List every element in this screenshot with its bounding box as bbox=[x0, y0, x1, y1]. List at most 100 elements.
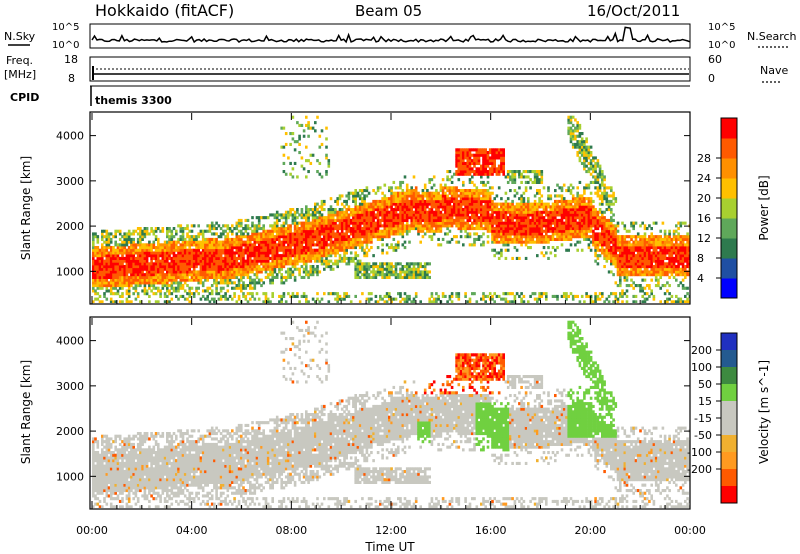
power-cell bbox=[493, 218, 496, 222]
power-cell bbox=[430, 197, 434, 201]
power-cell bbox=[152, 229, 156, 233]
power-cell bbox=[253, 267, 257, 271]
power-cell bbox=[179, 237, 183, 241]
power-cell bbox=[331, 251, 335, 255]
power-cell bbox=[428, 270, 431, 274]
power-cell bbox=[284, 278, 288, 282]
power-cell bbox=[571, 194, 575, 198]
power-cell bbox=[336, 240, 339, 244]
power-cell bbox=[500, 153, 503, 157]
power-cell bbox=[455, 189, 458, 193]
power-cell bbox=[488, 208, 492, 212]
power-cell bbox=[300, 235, 304, 239]
power-cell bbox=[331, 262, 335, 266]
power-cell bbox=[486, 210, 490, 214]
power-cell bbox=[437, 199, 440, 203]
power-cell bbox=[405, 194, 409, 198]
power-cell bbox=[302, 129, 306, 133]
power-heatmap bbox=[92, 115, 690, 303]
power-cell bbox=[446, 232, 449, 236]
power-cell bbox=[244, 240, 248, 244]
power-cell bbox=[547, 229, 550, 233]
power-cell bbox=[121, 235, 124, 239]
power-cell bbox=[300, 265, 304, 269]
power-cell bbox=[282, 221, 286, 225]
power-cell bbox=[226, 275, 230, 279]
power-cell bbox=[134, 246, 138, 250]
power-cell bbox=[488, 151, 492, 155]
power-cell bbox=[118, 267, 122, 271]
power-cell bbox=[94, 267, 97, 271]
power-cell bbox=[123, 281, 126, 285]
power-cell bbox=[228, 278, 232, 282]
power-cell bbox=[394, 265, 398, 269]
power-cell bbox=[356, 243, 360, 247]
power-cell bbox=[376, 246, 380, 250]
power-cell bbox=[358, 221, 362, 225]
power-cell bbox=[457, 172, 461, 176]
power-cell bbox=[567, 218, 570, 222]
power-cell bbox=[455, 292, 458, 296]
power-cell bbox=[453, 199, 456, 203]
power-cell bbox=[376, 218, 380, 222]
power-cell bbox=[345, 248, 348, 252]
power-cell bbox=[240, 221, 243, 225]
power-cell bbox=[352, 232, 355, 236]
power-cell bbox=[527, 232, 530, 236]
power-cell bbox=[352, 237, 355, 241]
power-cell bbox=[298, 254, 301, 258]
power-cell bbox=[522, 227, 526, 231]
power-cell bbox=[343, 243, 346, 247]
power-cell bbox=[547, 227, 550, 231]
power-cell bbox=[118, 237, 122, 241]
power-cell bbox=[408, 240, 411, 244]
power-cell bbox=[101, 229, 104, 233]
power-cell bbox=[397, 213, 400, 217]
power-cell bbox=[134, 251, 138, 255]
power-cell bbox=[390, 218, 393, 222]
power-cell bbox=[412, 267, 416, 271]
power-cell bbox=[231, 265, 234, 269]
power-cell bbox=[242, 267, 245, 271]
power-cell bbox=[273, 267, 277, 271]
power-cell bbox=[170, 232, 174, 236]
power-cell bbox=[394, 297, 398, 301]
power-cell bbox=[459, 189, 463, 193]
power-cell bbox=[343, 292, 346, 296]
power-cell bbox=[423, 232, 427, 236]
power-cell bbox=[94, 297, 97, 301]
power-cell bbox=[450, 186, 454, 190]
power-cell bbox=[471, 213, 474, 217]
power-cell bbox=[246, 273, 250, 277]
cpid-mode: themis 3300 bbox=[95, 94, 172, 107]
power-cell bbox=[251, 262, 254, 266]
power-cell bbox=[428, 300, 431, 303]
power-cell bbox=[296, 243, 299, 247]
power-cell bbox=[509, 237, 512, 241]
power-cell bbox=[320, 227, 324, 231]
power-cell bbox=[455, 191, 458, 195]
power-cell bbox=[511, 175, 514, 179]
power-cell bbox=[554, 229, 557, 233]
power-cell bbox=[161, 251, 165, 255]
power-cell bbox=[405, 300, 409, 303]
power-cell bbox=[484, 172, 487, 176]
power-cell bbox=[161, 262, 165, 266]
power-cell bbox=[134, 229, 138, 233]
power-cell bbox=[397, 227, 400, 231]
power-cell bbox=[437, 213, 440, 217]
power-cell bbox=[374, 273, 378, 277]
power-cell bbox=[430, 205, 434, 209]
power-cell bbox=[150, 243, 153, 247]
power-cell bbox=[271, 232, 274, 236]
power-cell bbox=[536, 237, 539, 241]
power-cell bbox=[316, 292, 319, 296]
power-cell bbox=[154, 256, 158, 260]
power-cell bbox=[101, 262, 104, 266]
power-cell bbox=[233, 251, 236, 255]
power-cell bbox=[255, 224, 259, 228]
power-cell bbox=[527, 229, 530, 233]
power-cell bbox=[226, 224, 230, 228]
power-cell bbox=[114, 265, 117, 269]
power-cell bbox=[190, 240, 194, 244]
